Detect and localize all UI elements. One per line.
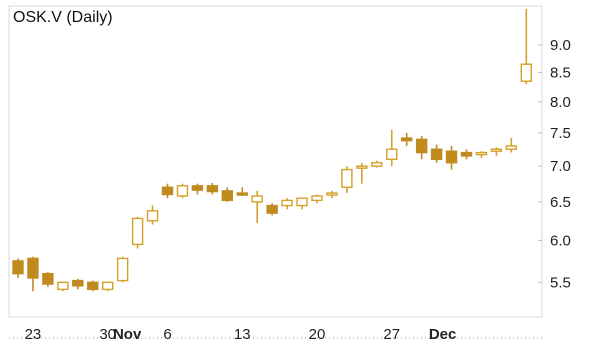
y-tick-label: 7.0	[550, 158, 571, 175]
candle	[281, 198, 293, 210]
candle	[445, 145, 458, 170]
candle	[236, 187, 248, 196]
candle	[401, 132, 413, 146]
candle-body-down	[161, 186, 174, 196]
candle-body-down	[191, 185, 204, 191]
candle-body-up	[176, 185, 189, 197]
candle-body-up	[386, 148, 398, 161]
candle	[460, 149, 473, 160]
candle	[475, 151, 488, 158]
candle-body-down	[415, 138, 428, 154]
candle-body-up	[520, 63, 532, 82]
candle	[191, 183, 204, 195]
candle-body-down	[460, 151, 473, 157]
y-tick-label: 6.0	[550, 232, 571, 249]
candle	[326, 190, 338, 199]
candle	[131, 216, 144, 249]
candle-body-down	[27, 257, 39, 279]
candle-body-up	[371, 162, 383, 167]
candle	[206, 182, 219, 195]
candle-body-up	[146, 210, 159, 222]
candle	[386, 129, 398, 167]
candle-body-down	[221, 190, 234, 202]
candle-body-up	[57, 281, 69, 291]
candle-body-up	[131, 217, 144, 246]
candle-body-up	[341, 168, 353, 188]
candle	[415, 136, 428, 160]
x-tick-label: Dec	[429, 326, 457, 343]
y-tick-label: 8.0	[550, 94, 571, 111]
candle	[176, 183, 189, 199]
x-tick-label: 23	[25, 326, 42, 343]
candle	[161, 183, 174, 199]
candle	[505, 138, 518, 153]
chart-title: OSK.V (Daily)	[13, 9, 113, 26]
candle-body-up	[281, 199, 293, 207]
y-tick-label: 7.5	[550, 125, 571, 142]
y-tick-label: 6.5	[550, 194, 571, 211]
candle-body-up	[251, 195, 263, 203]
candle	[72, 278, 84, 290]
x-tick-label: 13	[234, 326, 251, 343]
candle-body-down	[445, 150, 458, 164]
candle	[520, 9, 532, 85]
candle	[311, 194, 323, 204]
candle-body-up	[475, 151, 488, 156]
candle	[12, 258, 24, 278]
candle-body-down	[206, 185, 219, 193]
candle	[87, 280, 99, 292]
candle-body-down	[42, 272, 54, 285]
candle-body-down	[236, 192, 248, 196]
candle-body-up	[101, 281, 114, 291]
candle	[430, 144, 443, 163]
candle	[57, 281, 69, 292]
plot-frame	[8, 5, 543, 318]
candle-body-up	[356, 165, 368, 169]
candle	[251, 190, 263, 224]
candle-body-down	[87, 281, 99, 291]
y-tick-label: 8.5	[550, 65, 571, 82]
candle-body-up	[490, 148, 503, 152]
candle	[146, 205, 159, 225]
candle-body-down	[266, 204, 278, 214]
x-tick-label: 20	[309, 326, 326, 343]
candle	[42, 271, 54, 287]
y-tick-label: 9.0	[550, 37, 571, 54]
candle-body-down	[430, 148, 443, 161]
candle-body-down	[12, 260, 24, 275]
candle	[116, 256, 129, 283]
candle	[296, 197, 308, 210]
candle	[371, 160, 383, 168]
x-tick-label: 6	[163, 326, 171, 343]
candle	[490, 147, 503, 156]
x-tick-label: Nov	[113, 326, 142, 343]
candle-body-up	[326, 192, 338, 196]
candle-body-up	[116, 257, 129, 282]
x-tick-label: 27	[383, 326, 400, 343]
y-tick-label: 5.5	[550, 274, 571, 291]
candle	[341, 166, 353, 194]
candle	[356, 162, 368, 184]
candle	[266, 203, 278, 216]
candle-body-up	[311, 195, 323, 202]
candle-body-up	[505, 145, 518, 150]
candle	[27, 256, 39, 292]
candle	[101, 281, 114, 292]
candle-body-up	[296, 197, 308, 207]
candle-body-down	[72, 279, 84, 287]
candle-body-down	[401, 137, 413, 142]
candle	[221, 187, 234, 202]
x-tick-label: 30	[99, 326, 116, 343]
